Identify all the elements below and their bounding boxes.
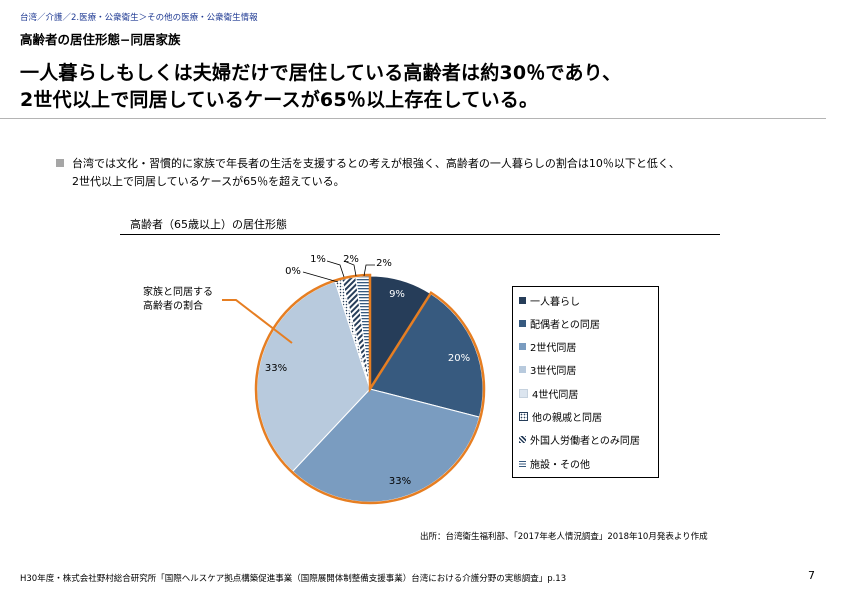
legend-item-5: 4世代同居: [519, 386, 579, 401]
leader-line-4: [363, 264, 375, 277]
legend-swatch-5: [519, 388, 528, 398]
legend-swatch-3: [519, 343, 526, 351]
legend-swatch-6: [519, 412, 528, 421]
data-label-5: 0%: [285, 266, 301, 277]
annotation-leader-line: [222, 299, 293, 344]
legend-item-6: 他の親戚と同居: [519, 410, 602, 424]
footer-citation: H30年度・株式会社野村総合研究所「国際ヘルスケア拠点構築促進事業（国際展開体制…: [20, 574, 567, 584]
leader-line-3: [343, 260, 357, 277]
leader-line-1: [302, 271, 339, 283]
legend-label-7: 外国人労働者とのみ同居: [530, 436, 640, 448]
title-divider: [0, 118, 826, 119]
data-label-4: 33%: [265, 363, 287, 374]
legend-label-6: 他の親戚と同居: [532, 413, 602, 424]
legend-label-3: 2世代同居: [530, 343, 577, 355]
legend-swatch-1: [519, 296, 526, 304]
legend-swatch-4: [519, 366, 526, 374]
data-label-2: 20%: [448, 353, 470, 364]
page-number: 7: [808, 569, 815, 582]
data-label-1: 9%: [389, 289, 405, 300]
bullet-text-line-1: 台湾では文化・習慣的に家族で年長者の生活を支援するとの考えが根強く、高齢者の一人…: [72, 157, 680, 170]
section-title: 高齢者の居住形態−同居家族: [20, 32, 181, 47]
legend-item-3: 2世代同居: [519, 340, 576, 354]
annotation-text-line-1: 家族と同居する: [143, 285, 213, 298]
chart-legend: 一人暮らし配偶者との同居 2世代同居 3世代同居 4世代同居他の親戚と同居外国人労働者…: [512, 286, 659, 478]
legend-label-2: 配偶者との同居: [530, 319, 600, 331]
annotation-text-line-2: 高齢者の割合: [143, 299, 203, 312]
legend-swatch-7: [519, 436, 526, 444]
data-label-7: 2%: [343, 254, 359, 265]
legend-swatch-2: [519, 319, 526, 327]
legend-label-4: 3世代同居: [530, 366, 577, 378]
legend-item-1: 一人暮らし: [519, 293, 580, 308]
legend-label-8: 施設・その他: [530, 459, 590, 471]
family-cohabitation-highlight-arc: [254, 273, 486, 505]
headline-line-1: 一人暮らしもしくは夫婦だけで居住している高齢者は約30％であり、: [20, 62, 622, 84]
data-label-8: 2%: [376, 258, 392, 269]
legend-item-7: 外国人労働者とのみ同居: [519, 433, 640, 447]
legend-item-8: 施設・その他: [519, 456, 590, 471]
legend-item-2: 配偶者との同居: [519, 316, 600, 331]
data-label-6: 1%: [310, 254, 326, 265]
legend-label-1: 一人暮らし: [530, 296, 580, 308]
bullet-text-line-2: 2世代以上で同居しているケースが65％を超えている。: [72, 175, 345, 188]
chart-title-divider: [120, 234, 720, 235]
headline-line-2: 2世代以上で同居しているケースが65％以上存在している。: [20, 89, 539, 111]
breadcrumb: 台湾／介護／2.医療・公衆衛生＞その他の医療・公衆衛生情報: [20, 13, 258, 23]
legend-swatch-8: [519, 459, 526, 467]
bullet-square-icon: [56, 159, 64, 167]
data-label-3: 33%: [389, 476, 411, 487]
leader-line-2: [326, 260, 345, 278]
source-note: 出所：台湾衛生福利部、「2017年老人情況調査」2018年10月発表より作成: [420, 532, 708, 542]
legend-item-4: 3世代同居: [519, 363, 576, 377]
chart-title: 高齢者（65歳以上）の居住形態: [130, 218, 287, 231]
legend-label-5: 4世代同居: [532, 389, 579, 401]
